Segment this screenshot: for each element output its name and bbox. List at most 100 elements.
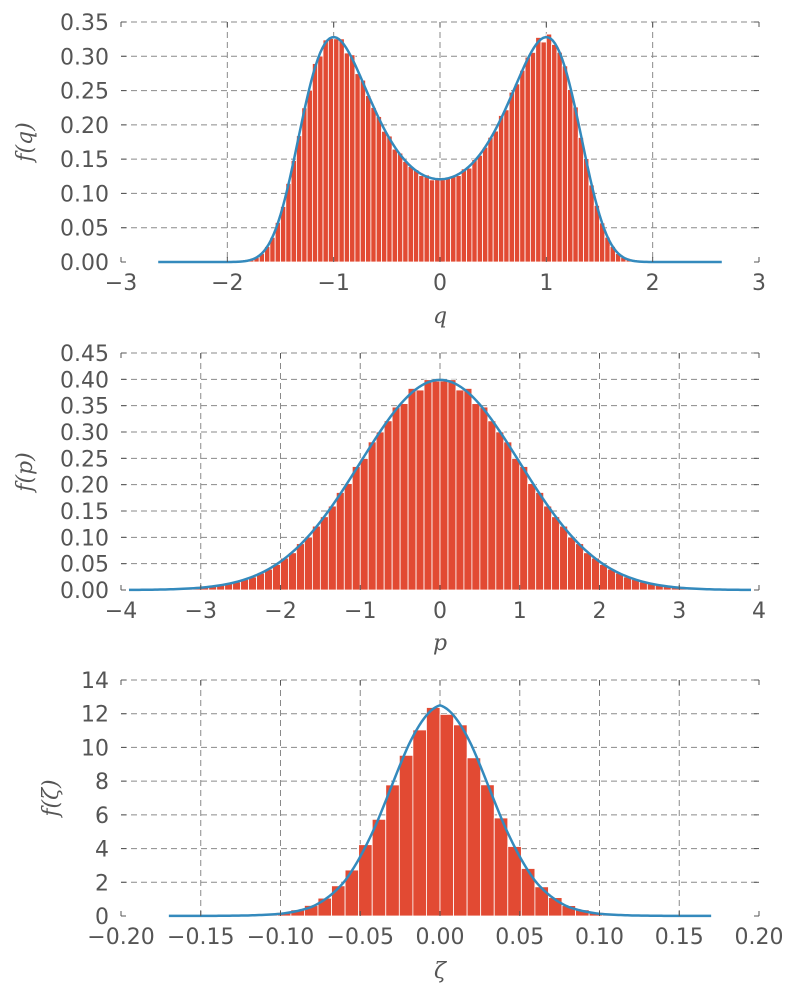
- histogram-bar: [577, 137, 584, 263]
- histogram-bar: [567, 89, 574, 263]
- y-tick-label: 0.40: [60, 368, 109, 393]
- y-tick-label: 0.25: [60, 80, 109, 105]
- histogram-bar: [543, 505, 553, 591]
- histogram-bar: [460, 168, 467, 263]
- y-tick-label: 0.15: [60, 500, 109, 525]
- histogram-bar: [264, 568, 273, 591]
- histogram-bar: [338, 38, 345, 263]
- histogram-bar: [487, 420, 497, 591]
- histogram-bar: [351, 466, 361, 591]
- x-tick-label: 0.05: [495, 925, 544, 950]
- histogram-bar: [272, 564, 281, 591]
- histogram-bar: [375, 431, 385, 591]
- x-tick-label: −3: [105, 271, 137, 296]
- histogram-bar: [450, 175, 457, 263]
- histogram-bar: [412, 729, 427, 917]
- histogram-bar: [482, 146, 489, 263]
- y-tick-label: 2: [95, 871, 109, 896]
- histogram-bar: [503, 109, 510, 263]
- histogram-bar: [322, 39, 329, 263]
- histogram-bar: [365, 95, 372, 263]
- histogram-bar: [327, 505, 337, 591]
- histogram-bar: [455, 389, 465, 591]
- histogram-bar: [444, 178, 452, 263]
- histogram-bar: [535, 37, 542, 263]
- chart-p-distribution: −4 −3 −2 −1 0 1 2 3 40.000.050.100.150.200.250.3…: [13, 342, 766, 656]
- histogram-bar: [296, 135, 303, 263]
- histogram-bar: [487, 136, 494, 263]
- histogram-bar: [407, 388, 417, 591]
- y-tick-label: 8: [95, 770, 109, 795]
- y-tick-label: 0.10: [60, 526, 109, 551]
- x-tick-label: −4: [105, 599, 137, 624]
- x-tick-label: 2: [593, 599, 607, 624]
- histogram-bar: [480, 784, 495, 917]
- histogram-bar: [288, 552, 297, 591]
- histogram-bar: [447, 379, 457, 591]
- histogram-bar: [311, 63, 319, 263]
- x-tick-label: −1: [344, 599, 376, 624]
- x-axis-label: p: [433, 631, 447, 656]
- y-tick-label: 6: [95, 804, 109, 829]
- x-tick-label: −2: [211, 271, 243, 296]
- histogram-bar: [349, 54, 356, 263]
- chart-zeta-distribution: −0.20 −0.15 −0.10 −0.05 0.00 0.05 0.10 0.15 0.20…: [39, 669, 783, 984]
- histogram-bar: [386, 135, 393, 263]
- histogram-bar: [545, 33, 553, 263]
- histogram-bar: [476, 154, 483, 263]
- histogram-bar: [391, 406, 401, 591]
- y-tick-label: 0.00: [60, 579, 109, 604]
- histogram-bar: [375, 116, 382, 263]
- x-tick-label: −0.20: [87, 925, 154, 950]
- density-curve: [128, 378, 752, 592]
- histogram-bar: [561, 65, 568, 263]
- y-tick-label: 0.20: [60, 114, 109, 139]
- histogram-bar: [280, 557, 289, 591]
- x-tick-label: 4: [752, 599, 766, 624]
- x-tick-label: 1: [513, 599, 527, 624]
- density-curve: [158, 35, 722, 264]
- histogram-bar: [559, 525, 568, 591]
- chart-q-distribution: −3 −2 −1 0 1 2 3 0.00 0.05 0.10 0.15 0.20 0.25 0.30 0.…: [13, 11, 766, 329]
- histogram-bar: [498, 115, 505, 263]
- histogram-bar: [296, 543, 305, 591]
- histogram-bar: [535, 492, 545, 591]
- x-tick-label: 1: [539, 271, 553, 296]
- histogram-bar: [439, 179, 446, 263]
- histogram-bar: [331, 885, 346, 917]
- histogram-bar: [514, 83, 521, 263]
- histogram-bar: [572, 106, 579, 263]
- x-tick-label: −0.10: [247, 925, 314, 950]
- y-axis-label: f(ζ): [39, 779, 64, 818]
- x-tick-label: 0: [433, 599, 447, 624]
- histogram-bar: [591, 557, 600, 591]
- histogram-bar: [479, 406, 489, 591]
- y-tick-label: 0.05: [60, 553, 109, 578]
- histogram-bar: [343, 52, 351, 263]
- histogram-bar: [426, 707, 441, 917]
- histogram-bar: [333, 38, 340, 263]
- x-tick-label: −2: [264, 599, 296, 624]
- histogram-bar: [439, 713, 454, 917]
- histogram-bar: [317, 55, 324, 263]
- histogram-bar: [431, 380, 441, 591]
- histogram-bar: [556, 51, 563, 263]
- histogram-bar: [399, 403, 409, 591]
- y-axis-label: f(p): [13, 452, 38, 493]
- histogram-bar: [383, 420, 393, 591]
- histogram-bar: [306, 89, 313, 263]
- histogram-bar: [567, 536, 576, 591]
- y-tick-label: 0.35: [60, 11, 109, 36]
- histogram-bar: [519, 466, 529, 591]
- histogram-bar: [290, 160, 297, 263]
- histogram-bar: [508, 91, 515, 263]
- histogram-bar: [418, 175, 425, 263]
- y-tick-label: 12: [81, 703, 109, 728]
- histogram-bar: [527, 483, 537, 591]
- histogram-bar: [455, 175, 462, 263]
- y-tick-label: 10: [81, 736, 109, 761]
- y-tick-label: 0.10: [60, 182, 109, 207]
- histogram-bar: [524, 56, 531, 263]
- y-axis-label: f(q): [13, 122, 38, 163]
- x-tick-label: 0.00: [416, 925, 465, 950]
